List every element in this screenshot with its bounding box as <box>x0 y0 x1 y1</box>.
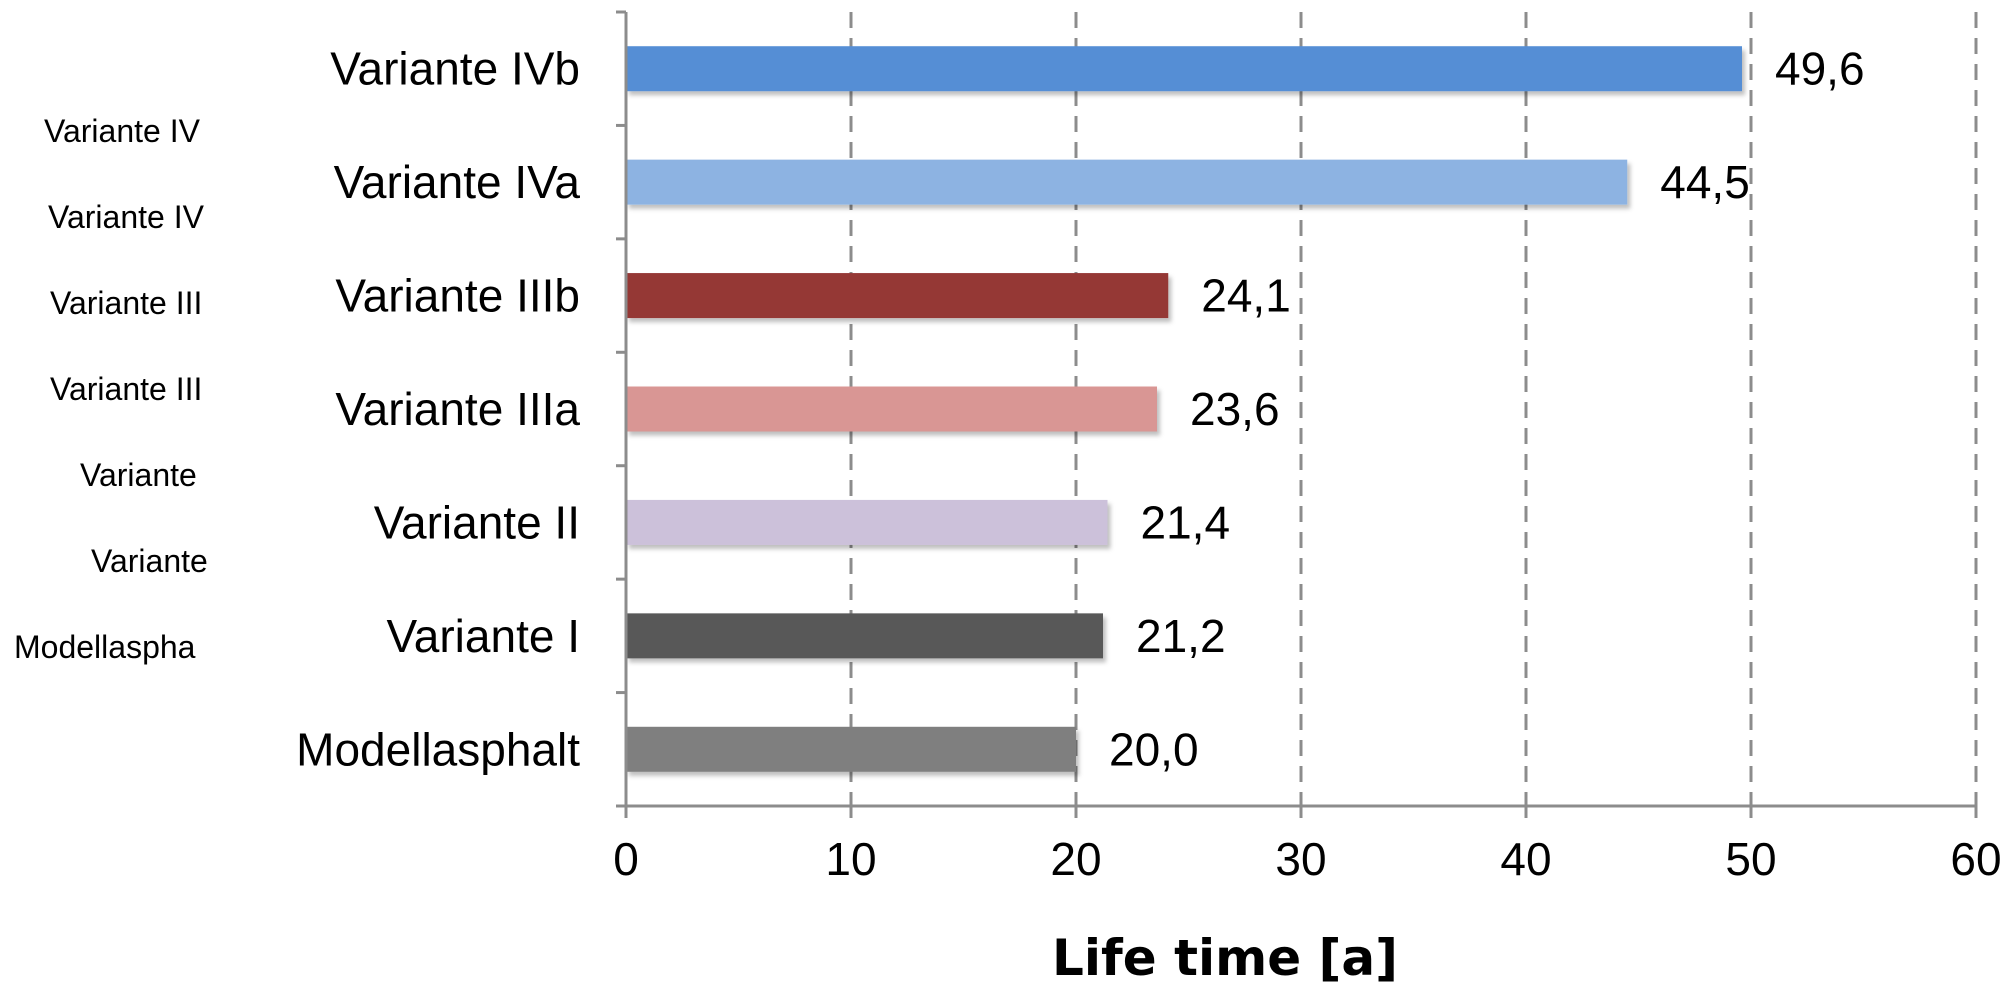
clipped-side-label: Variante IV <box>48 199 205 235</box>
data-label: 20,0 <box>1109 723 1199 775</box>
x-axis-title: Life time [a] <box>1052 929 1398 986</box>
bar <box>626 613 1103 659</box>
clipped-side-label: Variante <box>80 457 197 493</box>
bar <box>626 499 1108 545</box>
data-label: 44,5 <box>1660 156 1750 208</box>
bar <box>626 726 1076 772</box>
category-label: Variante I <box>387 610 580 662</box>
clipped-side-label: Variante <box>91 543 208 579</box>
x-tick-label: 60 <box>1950 833 2001 885</box>
data-labels: 49,6 44,5 24,1 23,6 21,4 21,2 20,0 <box>1109 43 1865 776</box>
bar <box>626 46 1742 92</box>
x-tick-label: 40 <box>1500 833 1551 885</box>
category-label: Variante IVb <box>330 43 580 95</box>
category-label: Variante II <box>374 496 580 548</box>
x-tick-label: 20 <box>1050 833 1101 885</box>
data-label: 49,6 <box>1775 43 1865 95</box>
axes <box>616 10 1978 818</box>
category-label: Variante IIIa <box>335 383 580 435</box>
x-tick-label: 10 <box>825 833 876 885</box>
data-label: 21,4 <box>1141 496 1231 548</box>
category-label: Variante IIIb <box>335 270 580 322</box>
bar <box>626 159 1628 205</box>
data-label: 23,6 <box>1190 383 1280 435</box>
x-tick-label: 50 <box>1725 833 1776 885</box>
x-tick-label: 30 <box>1275 833 1326 885</box>
bar <box>626 386 1157 432</box>
x-tick-labels: 0 10 20 30 40 50 60 <box>613 833 2001 885</box>
data-label: 21,2 <box>1136 610 1226 662</box>
category-label: Variante IVa <box>334 156 581 208</box>
bars <box>626 46 1742 772</box>
category-labels: Variante IVb Variante IVa Variante IIIb Var… <box>296 43 580 776</box>
x-tick-label: 0 <box>613 833 639 885</box>
category-label: Modellasphalt <box>296 723 580 775</box>
clipped-side-label: Modellaspha <box>14 629 196 665</box>
clipped-side-label: Variante IV <box>44 113 201 149</box>
bar <box>626 273 1169 319</box>
data-label: 24,1 <box>1201 270 1291 322</box>
gridlines <box>849 12 1978 806</box>
clipped-side-label: Variante III <box>50 285 202 321</box>
clipped-side-label: Variante III <box>50 371 202 407</box>
clipped-side-labels: Variante IV Variante IV Variante III Varian… <box>14 113 208 665</box>
